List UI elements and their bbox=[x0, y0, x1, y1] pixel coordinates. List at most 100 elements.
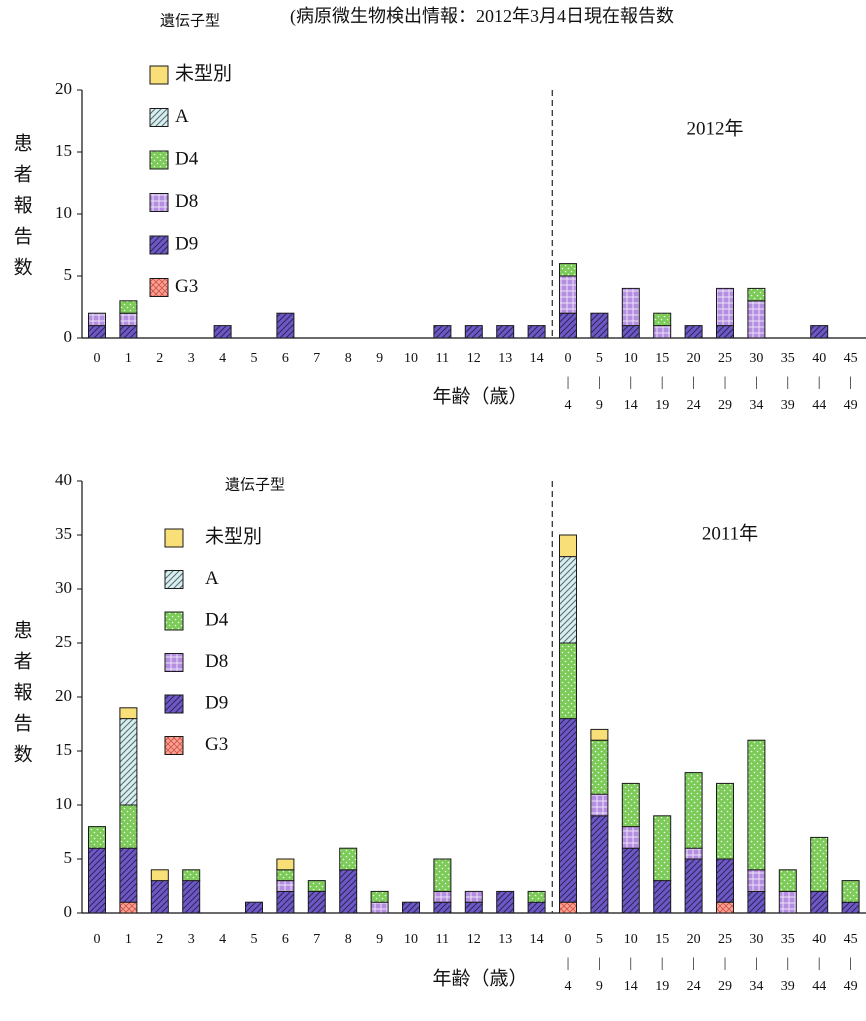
bar-segment bbox=[716, 858, 734, 903]
bar-segment bbox=[88, 847, 106, 914]
bar-segment bbox=[653, 312, 672, 327]
bar-segment bbox=[276, 858, 295, 871]
x-axis-label: 年齢（歳） bbox=[432, 967, 527, 989]
legend-swatch bbox=[149, 193, 169, 212]
bar-segment bbox=[559, 718, 577, 903]
y-tick-label: 40 bbox=[55, 470, 72, 489]
bar-segment bbox=[716, 782, 734, 860]
x-tick-label: 5 | 9 bbox=[595, 932, 603, 994]
x-tick-label: 6 bbox=[281, 351, 289, 366]
bar-segment bbox=[433, 858, 452, 892]
x-tick-label: 0 bbox=[93, 351, 101, 366]
bar-segment bbox=[433, 890, 452, 903]
x-tick-label: 14 bbox=[529, 351, 544, 366]
bar-segment bbox=[810, 325, 829, 339]
x-tick-label: 20 | 24 bbox=[686, 351, 701, 413]
bar-segment bbox=[496, 325, 515, 339]
x-tick-label: 13 bbox=[498, 351, 513, 366]
legend-swatch bbox=[164, 611, 184, 631]
bar-segment bbox=[684, 847, 703, 860]
x-tick-label: 4 bbox=[219, 932, 227, 947]
bar-segment bbox=[307, 890, 326, 914]
bar-segment bbox=[245, 901, 263, 914]
x-tick-label: 1 bbox=[124, 932, 132, 947]
bar-segment bbox=[716, 287, 734, 327]
legend-swatch bbox=[164, 570, 184, 589]
y-tick-label: 15 bbox=[55, 740, 72, 759]
bar-segment bbox=[747, 890, 766, 914]
bar-segment bbox=[621, 325, 640, 339]
y-tick-label: 10 bbox=[55, 794, 72, 813]
legend-label: 未型別 bbox=[175, 62, 232, 84]
x-tick-label: 7 bbox=[313, 932, 321, 947]
legend-label: G3 bbox=[205, 734, 228, 755]
bar-segment bbox=[88, 826, 106, 849]
y-tick-label: 15 bbox=[55, 141, 72, 160]
bar-segment bbox=[119, 847, 138, 903]
x-tick-label: 11 bbox=[435, 351, 450, 366]
bar-segment bbox=[119, 804, 138, 849]
bar-segment bbox=[464, 901, 483, 914]
bar-segment bbox=[182, 869, 201, 882]
legend-label: 未型別 bbox=[205, 525, 262, 547]
x-tick-label: 0 | 4 bbox=[564, 932, 572, 994]
bar-segment bbox=[778, 890, 797, 914]
y-tick-label: 30 bbox=[55, 578, 72, 597]
bar-segment bbox=[559, 901, 577, 914]
y-tick-label: 20 bbox=[55, 686, 72, 705]
x-tick-label: 3 bbox=[187, 351, 195, 366]
bar-segment bbox=[590, 312, 609, 339]
bar-segment bbox=[621, 287, 640, 327]
bar-segment bbox=[182, 880, 201, 914]
bar-segment bbox=[464, 890, 483, 903]
x-tick-label: 6 bbox=[281, 932, 289, 947]
bar-segment bbox=[276, 880, 295, 892]
x-tick-label: 40 | 44 bbox=[812, 932, 827, 994]
x-tick-label: 10 bbox=[404, 932, 418, 947]
bar-segment bbox=[653, 815, 672, 882]
x-tick-label: 0 | 4 bbox=[564, 351, 572, 413]
x-tick-label: 40 | 44 bbox=[812, 351, 827, 413]
bar-segment bbox=[150, 880, 169, 914]
y-tick-label: 20 bbox=[55, 79, 72, 98]
x-tick-label: 0 bbox=[93, 932, 101, 947]
bar-segment bbox=[590, 815, 609, 914]
bar-segment bbox=[684, 858, 703, 914]
x-tick-label: 12 bbox=[466, 932, 481, 947]
x-tick-label: 35 | 39 bbox=[780, 932, 795, 994]
bar-segment bbox=[119, 300, 138, 314]
x-tick-label: 10 | 14 bbox=[623, 351, 638, 413]
legend-label: D4 bbox=[205, 609, 229, 630]
legend-swatch bbox=[164, 694, 184, 714]
x-tick-label: 4 bbox=[219, 351, 227, 366]
legend-swatch bbox=[149, 278, 169, 297]
legend-swatch bbox=[149, 235, 169, 255]
y-tick-label: 5 bbox=[64, 848, 73, 867]
y-tick-label: 10 bbox=[55, 203, 72, 222]
bar-segment bbox=[370, 890, 389, 903]
bar-segment bbox=[684, 772, 703, 849]
y-axis-label: 患者報告数 bbox=[11, 133, 33, 288]
x-axis-label: 年齢（歳） bbox=[432, 385, 527, 407]
bar-segment bbox=[88, 325, 106, 339]
bar-segment bbox=[433, 901, 452, 914]
bar-segment bbox=[747, 287, 766, 302]
x-tick-label: 8 bbox=[344, 351, 352, 366]
bar-segment bbox=[841, 901, 860, 914]
x-tick-label: 45 | 49 bbox=[843, 932, 858, 994]
bar-segment bbox=[621, 847, 640, 914]
x-tick-label: 7 bbox=[313, 351, 321, 366]
y-tick-label: 35 bbox=[55, 524, 72, 543]
x-tick-label: 13 bbox=[498, 932, 513, 947]
legend-label: A bbox=[205, 568, 219, 589]
x-tick-label: 1 bbox=[124, 351, 132, 366]
bar-segment bbox=[559, 642, 577, 720]
x-tick-label: 2 bbox=[156, 351, 164, 366]
legend-swatch bbox=[149, 108, 169, 127]
x-tick-label: 35 | 39 bbox=[780, 351, 795, 413]
x-tick-label: 5 bbox=[250, 932, 258, 947]
bar-segment bbox=[119, 901, 138, 914]
bar-segment bbox=[119, 325, 138, 339]
